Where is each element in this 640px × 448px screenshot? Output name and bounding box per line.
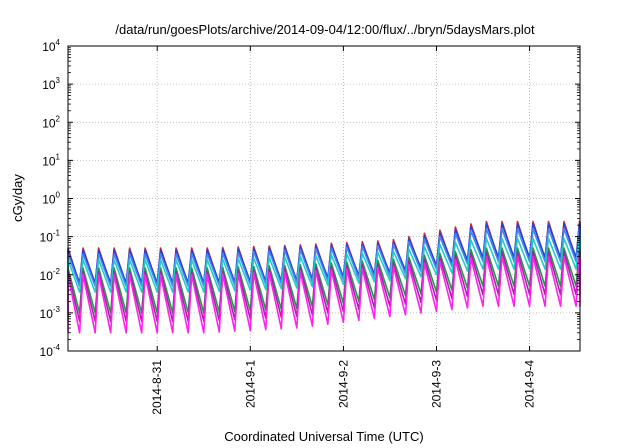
y-tick-label: 101 [42,152,60,168]
x-tick-label: 2014-9-1 [243,360,257,408]
series-line [67,237,581,293]
series-group [67,220,581,334]
x-tick-label: 2014-9-2 [336,360,350,408]
y-axis-label: cGy/day [10,174,25,222]
series-line [67,255,581,334]
chart-title: /data/run/goesPlots/archive/2014-09-04/1… [115,22,535,37]
x-tick-label: 2014-9-4 [523,360,537,408]
x-axis-label: Coordinated Universal Time (UTC) [224,429,423,444]
y-tick-label: 10-2 [40,267,61,283]
y-tick-label: 10-1 [40,229,61,245]
y-tick-label: 10-3 [40,305,61,321]
y-tick-label: 102 [42,114,60,130]
y-tick-label: 103 [42,76,60,92]
y-tick-label: 100 [42,191,60,207]
y-axis: 10-4 10-3 10-2 10-1 100 101 102 103 104 [40,38,580,359]
x-axis: 2014-8-31 2014-9-1 2014-9-2 2014-9-3 2014-9-… [150,46,537,415]
y-tick-label: 10-4 [40,343,61,359]
x-tick-label: 2014-9-3 [429,360,443,408]
y-tick-label: 104 [42,38,60,54]
x-tick-label: 2014-8-31 [150,360,164,415]
